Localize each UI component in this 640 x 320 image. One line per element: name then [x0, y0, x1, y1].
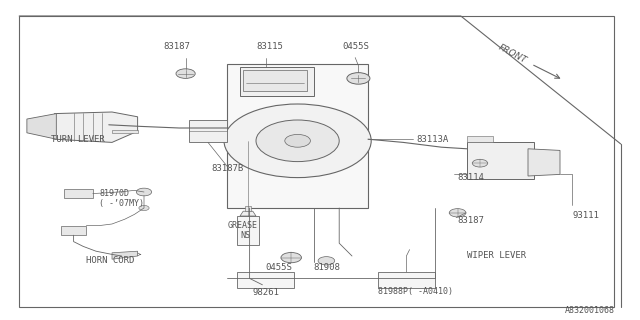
Text: 83187B: 83187B — [211, 164, 243, 173]
Circle shape — [136, 188, 152, 196]
Text: 81970D: 81970D — [99, 189, 129, 198]
Text: NS: NS — [240, 231, 250, 240]
Text: 98261: 98261 — [253, 288, 280, 297]
Polygon shape — [64, 189, 93, 198]
Circle shape — [281, 252, 301, 263]
Text: 83187: 83187 — [458, 216, 484, 225]
Text: A832001068: A832001068 — [564, 306, 614, 315]
Text: FRONT: FRONT — [496, 43, 528, 66]
Text: 83115: 83115 — [256, 42, 283, 51]
Bar — [378, 272, 435, 288]
Bar — [245, 206, 251, 211]
Circle shape — [256, 120, 339, 162]
Text: 0455S: 0455S — [342, 42, 369, 51]
Bar — [240, 67, 314, 96]
Text: 93111: 93111 — [573, 212, 600, 220]
Bar — [467, 142, 534, 179]
Circle shape — [318, 257, 335, 265]
Circle shape — [449, 209, 466, 217]
Text: HORN CORD: HORN CORD — [86, 256, 135, 265]
Text: 83187: 83187 — [163, 42, 190, 51]
Text: 83113A: 83113A — [416, 135, 448, 144]
Text: 81988P( -A0410): 81988P( -A0410) — [378, 287, 452, 296]
Polygon shape — [240, 211, 256, 216]
Text: GREASE: GREASE — [227, 221, 257, 230]
Polygon shape — [27, 114, 56, 139]
Bar — [237, 272, 294, 288]
Polygon shape — [112, 251, 138, 259]
Circle shape — [139, 205, 149, 211]
Circle shape — [224, 104, 371, 178]
Text: 0455S: 0455S — [266, 263, 292, 272]
Polygon shape — [528, 149, 560, 176]
Text: ( -’07MY): ( -’07MY) — [99, 199, 144, 208]
Polygon shape — [54, 112, 138, 142]
Circle shape — [347, 73, 370, 84]
Circle shape — [285, 134, 310, 147]
Circle shape — [472, 159, 488, 167]
Text: 81908: 81908 — [314, 263, 340, 272]
Polygon shape — [61, 226, 86, 235]
Text: TURN LEVER: TURN LEVER — [51, 135, 105, 144]
Text: 83114: 83114 — [458, 173, 484, 182]
Bar — [243, 70, 307, 91]
Polygon shape — [112, 130, 138, 133]
Bar — [189, 120, 227, 142]
Bar — [227, 64, 368, 208]
Circle shape — [176, 69, 195, 78]
Polygon shape — [467, 136, 493, 142]
Text: WIPER LEVER: WIPER LEVER — [467, 252, 526, 260]
Polygon shape — [237, 216, 259, 245]
